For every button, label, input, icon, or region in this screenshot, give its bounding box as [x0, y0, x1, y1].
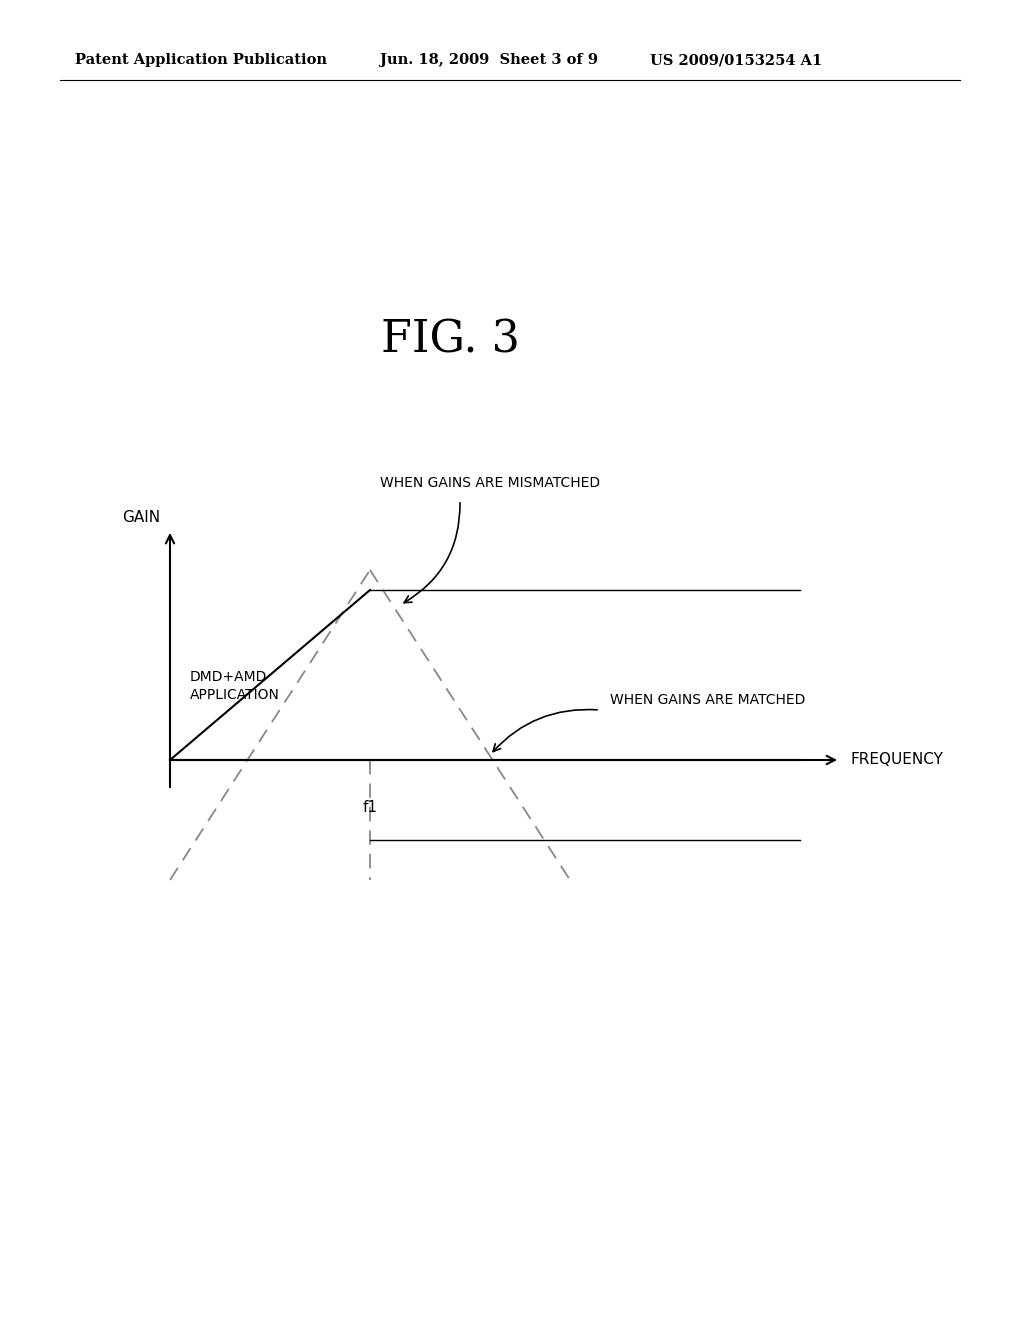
Text: FREQUENCY: FREQUENCY: [850, 752, 943, 767]
Text: WHEN GAINS ARE MISMATCHED: WHEN GAINS ARE MISMATCHED: [380, 477, 600, 490]
Text: Patent Application Publication: Patent Application Publication: [75, 53, 327, 67]
Text: FIG. 3: FIG. 3: [381, 318, 519, 362]
Text: f1: f1: [362, 800, 378, 814]
Text: DMD+AMD
APPLICATION: DMD+AMD APPLICATION: [190, 671, 280, 702]
Text: US 2009/0153254 A1: US 2009/0153254 A1: [650, 53, 822, 67]
Text: WHEN GAINS ARE MATCHED: WHEN GAINS ARE MATCHED: [610, 693, 805, 708]
Text: GAIN: GAIN: [122, 510, 160, 525]
Text: Jun. 18, 2009  Sheet 3 of 9: Jun. 18, 2009 Sheet 3 of 9: [380, 53, 598, 67]
